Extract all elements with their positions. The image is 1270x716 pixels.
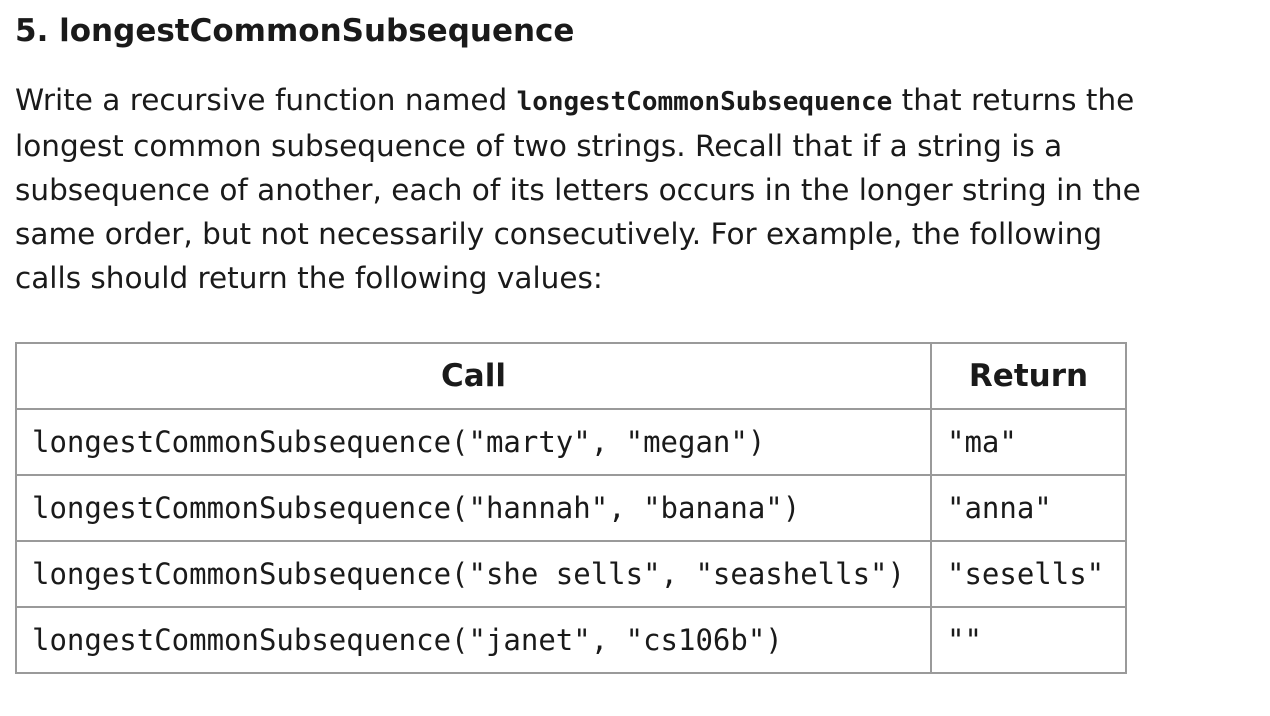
- call-cell: longestCommonSubsequence("janet", "cs106…: [15, 606, 932, 674]
- table-row: longestCommonSubsequence("janet", "cs106…: [15, 606, 1127, 674]
- function-name-code: longestCommonSubsequence: [516, 87, 893, 117]
- description-line-4: same order, but not necessarily consecut…: [15, 217, 1103, 251]
- return-cell: "ma": [930, 408, 1127, 476]
- examples-table: Call Return longestCommonSubsequence("ma…: [15, 342, 1127, 674]
- description-line-5: calls should return the following values…: [15, 261, 603, 295]
- table-header-row: Call Return: [15, 342, 1127, 410]
- problem-section: 5. longestCommonSubsequence Write a recu…: [15, 0, 1260, 674]
- call-cell: longestCommonSubsequence("marty", "megan…: [15, 408, 932, 476]
- description-text: Write a recursive function named: [15, 83, 517, 117]
- header-return: Return: [930, 342, 1127, 410]
- call-cell: longestCommonSubsequence("she sells", "s…: [15, 540, 932, 608]
- table-row: longestCommonSubsequence("hannah", "bana…: [15, 474, 1127, 542]
- description-line-2: longest common subsequence of two string…: [15, 129, 1063, 163]
- call-cell: longestCommonSubsequence("hannah", "bana…: [15, 474, 932, 542]
- return-cell: "sesells": [930, 540, 1127, 608]
- table-row: longestCommonSubsequence("marty", "megan…: [15, 408, 1127, 476]
- problem-heading: 5. longestCommonSubsequence: [15, 13, 575, 49]
- header-call: Call: [15, 342, 932, 410]
- return-cell: "": [930, 606, 1127, 674]
- return-cell: "anna": [930, 474, 1127, 542]
- description-line-3: subsequence of another, each of its lett…: [15, 173, 1141, 207]
- table-row: longestCommonSubsequence("she sells", "s…: [15, 540, 1127, 608]
- description-text: that returns the: [892, 83, 1135, 117]
- description-line-1: Write a recursive function named longest…: [15, 78, 1260, 124]
- problem-description: Write a recursive function named longest…: [15, 78, 1260, 300]
